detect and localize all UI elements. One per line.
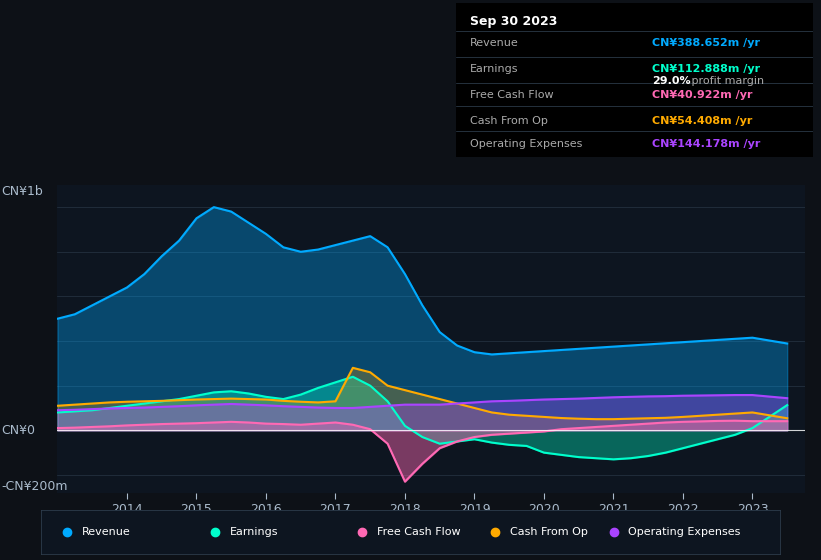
Text: Sep 30 2023: Sep 30 2023 — [470, 15, 557, 28]
Text: CN¥112.888m /yr: CN¥112.888m /yr — [652, 64, 760, 74]
Text: Free Cash Flow: Free Cash Flow — [377, 527, 461, 537]
Text: CN¥40.922m /yr: CN¥40.922m /yr — [652, 90, 753, 100]
Text: Revenue: Revenue — [82, 527, 131, 537]
Text: CN¥1b: CN¥1b — [2, 185, 44, 198]
Text: CN¥388.652m /yr: CN¥388.652m /yr — [652, 38, 760, 48]
Text: -CN¥200m: -CN¥200m — [2, 480, 68, 493]
Text: CN¥144.178m /yr: CN¥144.178m /yr — [652, 139, 760, 150]
Text: 29.0%: 29.0% — [652, 76, 690, 86]
Text: CN¥54.408m /yr: CN¥54.408m /yr — [652, 116, 753, 127]
Text: Operating Expenses: Operating Expenses — [470, 139, 582, 150]
Text: Earnings: Earnings — [230, 527, 278, 537]
Text: Revenue: Revenue — [470, 38, 519, 48]
Text: CN¥0: CN¥0 — [2, 424, 35, 437]
Text: Free Cash Flow: Free Cash Flow — [470, 90, 553, 100]
Text: Cash From Op: Cash From Op — [470, 116, 548, 127]
Text: profit margin: profit margin — [688, 76, 764, 86]
Text: Cash From Op: Cash From Op — [511, 527, 588, 537]
Text: Earnings: Earnings — [470, 64, 518, 74]
Text: Operating Expenses: Operating Expenses — [629, 527, 741, 537]
